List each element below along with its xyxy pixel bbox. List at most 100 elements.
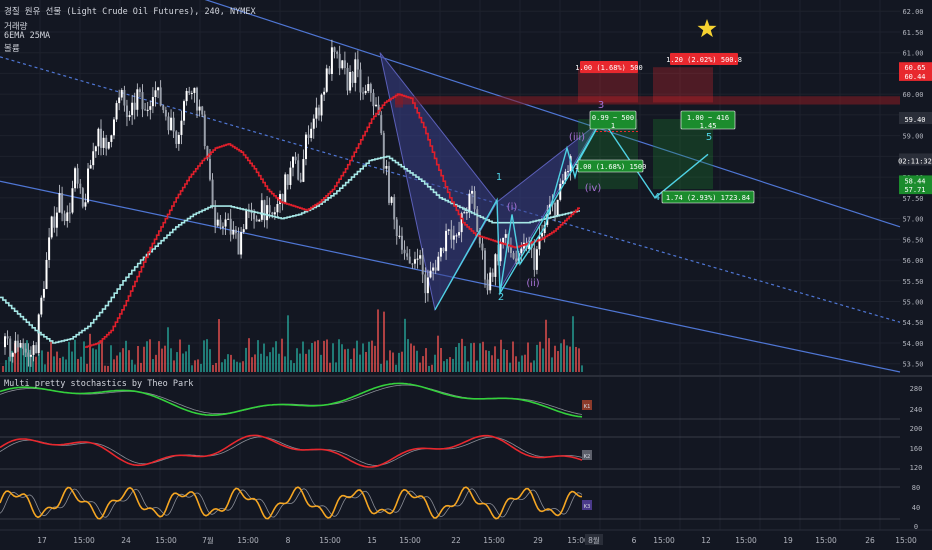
stoch-axis-label: 120 [910,464,923,472]
candle-body [154,90,157,98]
volume-bar [278,353,280,372]
candle-body [502,237,505,245]
candle-body [42,288,45,298]
candle-body [102,137,105,148]
volume-bar [191,365,193,372]
volume-bar [470,343,472,372]
volume-bar [497,358,499,372]
volume-bar [578,348,580,372]
candle-body [328,68,331,75]
volume-bar [380,363,382,372]
volume-bar [581,365,583,372]
time-tick-label: 15 [367,536,377,545]
volume-bar [362,343,364,372]
target-box-label-0: 1.00 (1.68%) 500 [575,64,642,72]
candle-body [484,250,486,280]
volume-bar [392,352,394,372]
target-zone-green-1 [578,119,638,190]
candle-body [533,247,536,270]
candle-body [4,336,6,348]
candle-body [413,259,416,264]
candle-body [292,156,294,168]
volume-bar [248,338,250,372]
volume-bar [107,365,109,372]
candle-body [227,218,230,220]
price-tick-label: 53.50 [902,361,923,369]
stoch-legend-tag-label: K2 [584,454,591,460]
candle-body [434,267,437,271]
volume-bar [320,354,322,372]
candle-body [258,219,261,222]
candle-body [92,151,95,166]
candle-body [429,270,432,278]
stoch-axis-label: 160 [910,445,923,453]
volume-bar [404,318,406,372]
time-tick-label: 15:00 [735,536,757,545]
candle-body [112,119,115,136]
candle-body [284,174,287,204]
target-zone-red-1 [578,67,638,103]
candle-body [299,179,302,182]
star-icon [697,19,717,38]
candle-body [107,141,110,149]
volume-bar [14,343,16,372]
price-tick-label: 62.00 [902,8,923,16]
candle-body [468,193,471,213]
wave-label-8: (iv) [585,183,602,194]
target-box-4 [577,159,644,173]
volume-bar [44,364,46,372]
candle-body [151,97,154,107]
candle-body [450,229,453,240]
candle-body [359,69,362,93]
candle-body [346,67,349,91]
volume-bar [161,348,163,372]
volume-bar [266,356,268,372]
candle-body [416,258,419,260]
volume-bar [68,341,70,372]
price-tick-label: 54.50 [902,319,923,327]
candle-body [48,237,51,260]
candle-body [196,87,198,111]
volume-bar [131,359,133,372]
volume-bar [275,341,277,372]
volume-bar [203,340,205,372]
volume-bar [350,358,352,372]
candle-body [22,342,25,349]
price-tag [899,155,932,166]
price-tag-label: 59.40 [904,116,925,124]
stoch-legend-tag [582,400,592,410]
volume-bar [464,346,466,372]
indicator-line-1: 거래량 [4,22,28,32]
candle-body [120,90,123,98]
candle-body [193,87,196,93]
volume-bar [374,345,376,372]
volume-bar [437,335,439,372]
candle-body [426,277,429,294]
time-tick-label: 15:00 [483,536,505,545]
volume-bar [371,340,373,372]
volume-bar [167,327,169,372]
volume-bar [149,339,151,372]
candle-body [541,233,544,237]
volume-bar [38,354,40,372]
candle-body [406,253,409,257]
candle-body [564,171,567,181]
stoch-legend-tag-label: K3 [584,504,591,510]
candle-body [24,348,27,353]
volume-bar [92,348,94,372]
time-tick-label: 19 [783,536,793,545]
volume-bar [263,343,265,372]
volume-bar [176,352,178,372]
time-tick-label: 17 [37,536,47,545]
volume-bar [401,351,403,372]
volume-bar [344,349,346,372]
volume-bar [512,341,514,372]
volume-bar [305,353,307,372]
volume-bar [530,362,532,372]
ma-line [0,155,580,344]
time-tick-label: 15:00 [399,536,421,545]
volume-bar [359,354,361,372]
volume-bar [20,346,22,372]
volume-bar [341,344,343,372]
